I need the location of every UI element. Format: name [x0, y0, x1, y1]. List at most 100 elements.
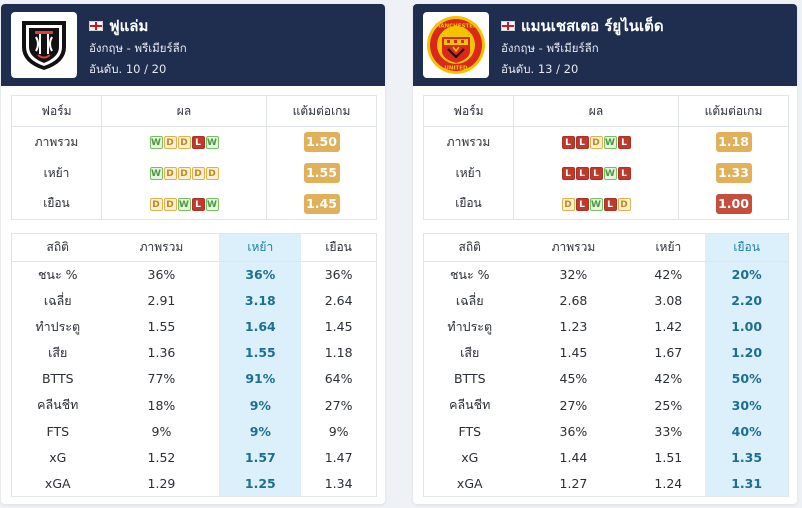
- stat-overall: 2.68: [559, 293, 588, 309]
- team-card-away: MANCHESTER UNITED แมนเชสเตอ ร์ยูไนเต็ด อ…: [413, 4, 797, 504]
- form-row: เยือน D L W L D 1.00: [423, 188, 789, 220]
- result-chip[interactable]: W: [589, 197, 603, 211]
- stats-table: สถิติ ภาพรวม เหย้า เยือน ชนะ % 32% 42% 20% เ…: [423, 233, 789, 497]
- team-logo[interactable]: MANCHESTER UNITED: [423, 12, 489, 78]
- stats-header-home[interactable]: เหย้า: [219, 233, 302, 262]
- result-chip[interactable]: L: [589, 167, 603, 180]
- stats-row: FTS 36% 33% 40%: [424, 418, 789, 445]
- form-rows: ภาพรวม W D D L W 1.50 เหย้า W D D D D 1.55 เยือน D D W L W 1…: [11, 126, 377, 220]
- result-chip[interactable]: W: [149, 136, 163, 150]
- stat-overall: 1.45: [559, 345, 588, 361]
- stat-label: เสีย: [460, 344, 480, 360]
- result-chip[interactable]: D: [177, 167, 191, 180]
- result-chip[interactable]: D: [617, 197, 631, 211]
- stat-overall: 2.91: [147, 293, 176, 309]
- stat-overall: 36%: [147, 267, 176, 283]
- result-chip[interactable]: D: [561, 197, 575, 211]
- form-row: ภาพรวม L L D W L 1.18: [423, 126, 789, 158]
- form-row: เยือน D D W L W 1.45: [11, 188, 377, 220]
- result-chip[interactable]: W: [603, 136, 617, 150]
- result-chip[interactable]: D: [191, 167, 205, 180]
- result-chip[interactable]: D: [589, 136, 603, 150]
- stat-home: 1.42: [654, 319, 683, 335]
- result-chip[interactable]: L: [191, 197, 205, 211]
- form-row-label: เหย้า: [423, 157, 514, 189]
- result-chip[interactable]: W: [205, 136, 219, 150]
- form-table: ฟอร์ม ผล แต้มต่อเกม ภาพรวม W D D L W 1.50 เหย้า…: [11, 95, 377, 220]
- stat-away: 64%: [324, 371, 353, 387]
- stat-home: 3.18: [219, 287, 302, 314]
- ppg-badge: 1.45: [303, 193, 340, 214]
- stat-label: FTS: [458, 423, 482, 439]
- stat-overall: 45%: [559, 371, 588, 387]
- stat-home: 1.57: [219, 444, 302, 471]
- result-chip[interactable]: L: [575, 167, 589, 180]
- result-chip[interactable]: D: [149, 197, 163, 211]
- stat-overall: 1.27: [559, 475, 588, 491]
- stats-header-away[interactable]: เยือน: [705, 233, 789, 262]
- stats-header-away[interactable]: เยือน: [301, 233, 377, 262]
- form-row-label: ภาพรวม: [423, 126, 514, 158]
- stat-label: ชนะ %: [449, 266, 490, 282]
- result-chip[interactable]: L: [603, 197, 617, 211]
- stat-label: xG: [461, 449, 479, 465]
- stat-label: คลีนชีท: [449, 397, 491, 413]
- stats-header-home[interactable]: เหย้า: [631, 233, 706, 262]
- result-chip[interactable]: W: [603, 167, 617, 180]
- stats-header-label: สถิติ: [11, 233, 104, 262]
- stat-home: 9%: [219, 418, 302, 445]
- stats-row: เฉลี่ย 2.91 3.18 2.64: [12, 287, 377, 314]
- result-chip[interactable]: L: [617, 167, 631, 180]
- stat-home: 36%: [219, 261, 302, 288]
- result-chip[interactable]: L: [561, 136, 575, 150]
- stats-header-overall[interactable]: ภาพรวม: [103, 233, 220, 262]
- result-chip[interactable]: L: [575, 197, 589, 211]
- result-chip[interactable]: D: [163, 197, 177, 211]
- result-chip[interactable]: W: [205, 197, 219, 211]
- stats-header-label: สถิติ: [423, 233, 516, 262]
- result-chip[interactable]: L: [191, 136, 205, 150]
- stats-row: เสีย 1.45 1.67 1.20: [424, 339, 789, 366]
- result-chip[interactable]: L: [575, 136, 589, 150]
- result-chip[interactable]: L: [617, 136, 631, 150]
- team-logo[interactable]: [11, 12, 77, 78]
- stat-away: 1.20: [705, 339, 789, 366]
- stats-rows: ชนะ % 36% 36% 36% เฉลี่ย 2.91 3.18 2.64 ทำประตู 1…: [12, 261, 377, 497]
- stats-header-overall[interactable]: ภาพรวม: [515, 233, 632, 262]
- stats-row: ชนะ % 32% 42% 20%: [424, 261, 789, 288]
- result-chip[interactable]: D: [205, 167, 219, 180]
- team-name[interactable]: ฟูแล่ม: [109, 17, 149, 35]
- stat-away: 50%: [705, 365, 789, 392]
- manchester-united-crest-icon: MANCHESTER UNITED: [427, 16, 485, 74]
- england-flag-icon: [89, 21, 103, 31]
- result-chip[interactable]: D: [163, 167, 177, 180]
- stat-home: 1.55: [219, 339, 302, 366]
- stat-away: 1.18: [324, 345, 353, 361]
- england-flag-icon: [501, 21, 515, 31]
- stat-home: 1.64: [219, 313, 302, 340]
- result-chip[interactable]: L: [561, 167, 575, 180]
- ppg-cell: 1.50: [266, 126, 377, 158]
- result-chip[interactable]: W: [149, 167, 163, 180]
- stats-row: คลีนชีท 18% 9% 27%: [12, 391, 377, 419]
- ppg-cell: 1.00: [678, 188, 789, 220]
- stats-row: xG 1.52 1.57 1.47: [12, 444, 377, 471]
- ppg-cell: 1.18: [678, 126, 789, 158]
- result-chip[interactable]: W: [177, 197, 191, 211]
- result-chip[interactable]: D: [177, 136, 191, 150]
- stats-table: สถิติ ภาพรวม เหย้า เยือน ชนะ % 36% 36% 36% เ…: [11, 233, 377, 497]
- form-row-label: เหย้า: [11, 157, 102, 189]
- stat-overall: 36%: [559, 423, 588, 439]
- stats-row: คลีนชีท 27% 25% 30%: [424, 391, 789, 419]
- result-chip[interactable]: D: [163, 136, 177, 150]
- form-rows: ภาพรวม L L D W L 1.18 เหย้า L L L W L 1.33 เยือน D L W L D 1…: [423, 126, 789, 220]
- stat-label: ทำประตู: [447, 318, 493, 334]
- stat-overall: 18%: [147, 397, 176, 413]
- team-name[interactable]: แมนเชสเตอ ร์ยูไนเต็ด: [521, 17, 664, 35]
- team-card-home: ฟูแล่ม อังกฤษ - พรีเมียร์ลีก อันดับ. 10 …: [1, 4, 385, 504]
- form-row: ภาพรวม W D D L W 1.50: [11, 126, 377, 158]
